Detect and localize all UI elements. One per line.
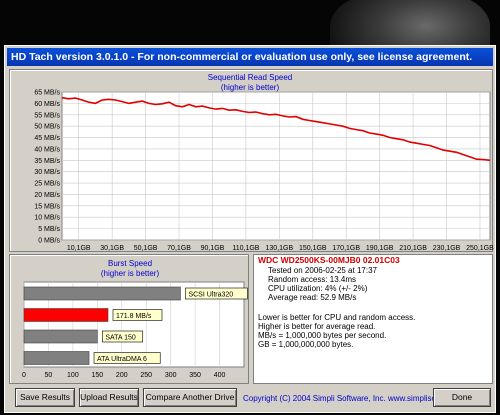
random-access: Random access: 13.4ms [268,275,357,284]
drive-info-panel: WDC WD2500KS-00MJB0 02.01C03 Tested on 2… [253,254,493,384]
sequential-read-panel: Sequential Read Speed (higher is better)… [9,69,494,253]
read-x-tick-label: 150,1GB [299,245,327,252]
read-x-tick-label: 230,1GB [433,245,461,252]
burst-x-tick-label: 150 [91,372,103,379]
read-x-tick-label: 170,1GB [332,245,360,252]
burst-x-tick-label: 0 [22,372,26,379]
read-y-tick-label: 15 MB/s [34,203,60,210]
read-y-tick-label: 55 MB/s [34,112,60,119]
read-x-tick-label: 70,1GB [167,245,191,252]
read-y-tick-label: 30 MB/s [34,169,60,176]
read-x-tick-label: 130,1GB [266,245,294,252]
read-y-tick-label: 10 MB/s [34,215,60,222]
read-x-tick-label: 10,1GB [67,245,91,252]
burst-x-tick-label: 100 [67,372,79,379]
read-y-tick-label: 5 MB/s [38,226,60,233]
read-y-tick-label: 50 MB/s [34,124,60,131]
tested-date: Tested on 2006-02-25 at 17:37 [268,266,377,275]
read-y-tick-label: 40 MB/s [34,146,60,153]
read-chart-subtitle: (higher is better) [220,83,280,92]
read-y-tick-label: 35 MB/s [34,158,60,165]
compare-drive-button[interactable]: Compare Another Drive [143,388,237,407]
note-higher-better: Higher is better for average read. [258,322,376,331]
burst-x-tick-label: 200 [116,372,128,379]
burst-bar-label-box [185,287,248,300]
burst-bar [23,308,109,322]
copyright-text: Copyright (C) 2004 Simpli Software, Inc.… [243,394,476,403]
burst-bar-label: ATA UltraDMA 6 [97,356,147,363]
read-x-tick-label: 250,1GB [466,245,494,252]
burst-bar-label-box [93,352,161,364]
burst-bar-label: SATA 150 [105,335,136,342]
burst-chart-subtitle: (higher is better) [100,269,160,278]
burst-bar [23,329,98,344]
read-speed-line [61,96,491,162]
save-results-button[interactable]: Save Results [15,388,75,407]
cpu-utilization: CPU utilization: 4% (+/- 2%) [268,284,368,293]
read-plot-area [61,91,491,241]
window-title[interactable]: HD Tach version 3.0.1.0 - For non-commer… [7,48,493,66]
average-read: Average read: 52.9 MB/s [268,293,357,302]
burst-bar-label: SCSI Ultra320 [188,292,233,299]
done-button[interactable]: Done [433,388,491,407]
read-x-tick-label: 50,1GB [134,245,158,252]
read-x-tick-label: 90,1GB [201,245,225,252]
read-y-tick-label: 45 MB/s [34,135,60,142]
burst-speed-chart: 0 50 100 150 200 250 300 350 400 SCSI Ultra320 171… [22,281,248,379]
drive-model: WDC WD2500KS-00MJB0 02.01C03 [258,255,400,265]
read-chart-title: Sequential Read Speed [207,73,293,82]
read-x-tick-label: 110,1GB [232,245,259,252]
read-x-tick-label: 30,1GB [100,245,124,252]
note-lower-better: Lower is better for CPU and random acces… [258,313,416,322]
hdtach-window: HD Tach version 3.0.1.0 - For non-commer… [4,45,496,413]
read-x-tick-label: 210,1GB [399,245,427,252]
read-x-tick-label: 190,1GB [366,245,394,252]
burst-bar [23,351,90,365]
burst-x-tick-label: 250 [140,372,152,379]
burst-speed-panel: Burst Speed (higher is better) 0 50 100 150… [9,254,249,384]
read-y-tick-label: 65 MB/s [34,90,60,97]
note-mbs-definition: MB/s = 1,000,000 bytes per second. [258,331,387,340]
sequential-read-chart: 0 MB/s 5 MB/s 10 MB/s 15 MB/s 20 MB/s 25 MB/s… [34,90,494,253]
read-y-tick-label: 0 MB/s [38,238,60,245]
upload-results-button[interactable]: Upload Results [79,388,139,407]
burst-bar-label: 171.8 MB/s [116,313,152,320]
note-gb-definition: GB = 1,000,000,000 bytes. [258,340,354,349]
burst-x-tick-label: 300 [165,372,177,379]
burst-bar-label-box [112,309,163,321]
read-y-tick-label: 60 MB/s [34,101,60,108]
burst-chart-title: Burst Speed [107,259,153,268]
burst-bar-label-box [102,330,144,343]
burst-x-tick-label: 400 [214,372,226,379]
read-y-tick-label: 20 MB/s [34,192,60,199]
burst-bar [23,286,181,301]
read-y-tick-label: 25 MB/s [34,181,60,188]
burst-x-tick-label: 350 [189,372,201,379]
burst-x-tick-label: 50 [45,372,53,379]
